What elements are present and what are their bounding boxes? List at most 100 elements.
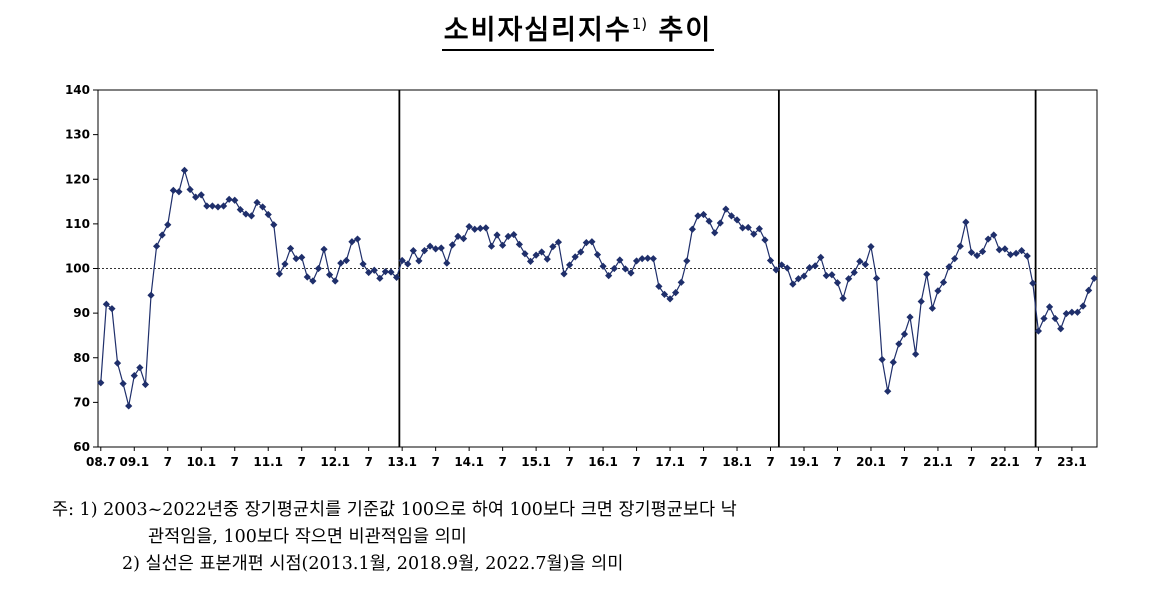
chart-title-suffix: 추이 <box>647 15 713 46</box>
x-tick-label: 7 <box>431 455 439 469</box>
chart-title-footnote-mark: 1) <box>631 15 648 33</box>
x-tick-label: 7 <box>1034 455 1042 469</box>
data-point <box>392 273 401 282</box>
x-tick-label: 23.1 <box>1057 455 1087 469</box>
data-point <box>275 270 283 278</box>
data-point <box>822 272 830 280</box>
x-tick-label: 10.1 <box>186 455 216 469</box>
data-point <box>577 248 585 256</box>
data-point <box>387 268 395 276</box>
data-point <box>97 379 105 387</box>
data-point <box>895 340 903 348</box>
data-point <box>766 256 775 265</box>
data-point <box>655 282 663 290</box>
data-point <box>984 235 992 243</box>
data-point <box>923 270 931 278</box>
data-point <box>125 402 133 410</box>
data-point <box>588 238 596 246</box>
data-point <box>839 294 847 302</box>
data-point <box>900 330 909 338</box>
data-point <box>783 264 791 272</box>
x-tick-label: 7 <box>565 455 573 469</box>
data-point <box>800 272 808 280</box>
data-point <box>493 231 501 239</box>
data-point <box>465 222 473 231</box>
data-point <box>113 359 122 367</box>
series-line <box>100 168 1095 407</box>
y-tick-label: 100 <box>65 262 90 276</box>
data-point <box>621 265 630 273</box>
x-tick-label: 7 <box>833 455 841 469</box>
x-tick-label: 16.1 <box>588 455 618 469</box>
data-point <box>286 244 295 253</box>
data-point <box>487 242 496 250</box>
data-point <box>649 255 657 263</box>
data-point <box>973 251 981 260</box>
data-point <box>153 242 161 250</box>
y-tick-label: 70 <box>73 395 90 409</box>
x-tick-label: 7 <box>231 455 239 469</box>
x-tick-label: 7 <box>699 455 707 469</box>
footnotes: 주: 1) 2003~2022년중 장기평균치를 기준값 100으로 하여 10… <box>52 497 737 578</box>
y-tick-label: 140 <box>65 83 90 97</box>
data-point <box>164 221 172 229</box>
data-point <box>716 219 724 227</box>
data-point <box>861 260 869 269</box>
data-point <box>565 261 574 269</box>
x-tick-label: 7 <box>298 455 306 469</box>
data-point <box>459 235 468 243</box>
y-tick-label: 130 <box>65 128 90 142</box>
chart-title-text: 소비자심리지수 <box>443 15 632 46</box>
data-point <box>225 195 233 203</box>
data-point <box>365 268 373 277</box>
x-tick-label: 7 <box>766 455 774 469</box>
data-point <box>638 255 646 263</box>
data-point <box>610 264 618 273</box>
data-point <box>582 239 590 247</box>
x-tick-label: 7 <box>967 455 975 469</box>
chart-title: 소비자심리지수1) 추이 <box>0 8 1156 51</box>
data-point <box>515 240 523 249</box>
x-tick-label: 7 <box>164 455 172 469</box>
data-point <box>404 260 412 268</box>
x-tick-label: 7 <box>364 455 372 469</box>
data-point <box>1040 314 1048 323</box>
data-point <box>119 380 127 388</box>
data-point <box>510 230 518 239</box>
data-point <box>108 305 116 313</box>
data-point <box>147 291 155 299</box>
data-point <box>644 254 652 262</box>
data-point <box>482 224 490 232</box>
x-tick-label: 22.1 <box>990 455 1020 469</box>
data-point <box>359 260 367 268</box>
data-point <box>850 268 858 277</box>
data-point <box>298 253 306 261</box>
data-point <box>833 279 842 287</box>
x-tick-label: 09.1 <box>119 455 149 469</box>
data-point <box>320 245 328 253</box>
data-point <box>593 251 602 259</box>
data-point <box>158 231 166 239</box>
x-tick-label: 18.1 <box>722 455 752 469</box>
data-point <box>314 264 323 273</box>
data-point <box>683 257 691 265</box>
data-point <box>102 300 110 308</box>
data-point <box>186 185 194 194</box>
data-point <box>549 243 557 251</box>
data-point <box>208 202 217 210</box>
data-point <box>878 355 886 364</box>
x-tick-label: 7 <box>498 455 506 469</box>
data-point <box>939 278 948 286</box>
data-point <box>705 217 713 225</box>
data-point <box>928 304 936 312</box>
data-point <box>605 272 613 280</box>
data-point <box>270 221 278 229</box>
data-point <box>454 232 462 240</box>
data-point <box>951 255 959 263</box>
footnote-2: 2) 실선은 표본개편 시점(2013.1월, 2018.9월, 2022.7월… <box>122 554 624 574</box>
data-point <box>884 387 892 395</box>
data-point <box>599 262 607 270</box>
data-point <box>264 210 272 219</box>
data-point <box>381 268 390 276</box>
data-point <box>303 273 311 281</box>
